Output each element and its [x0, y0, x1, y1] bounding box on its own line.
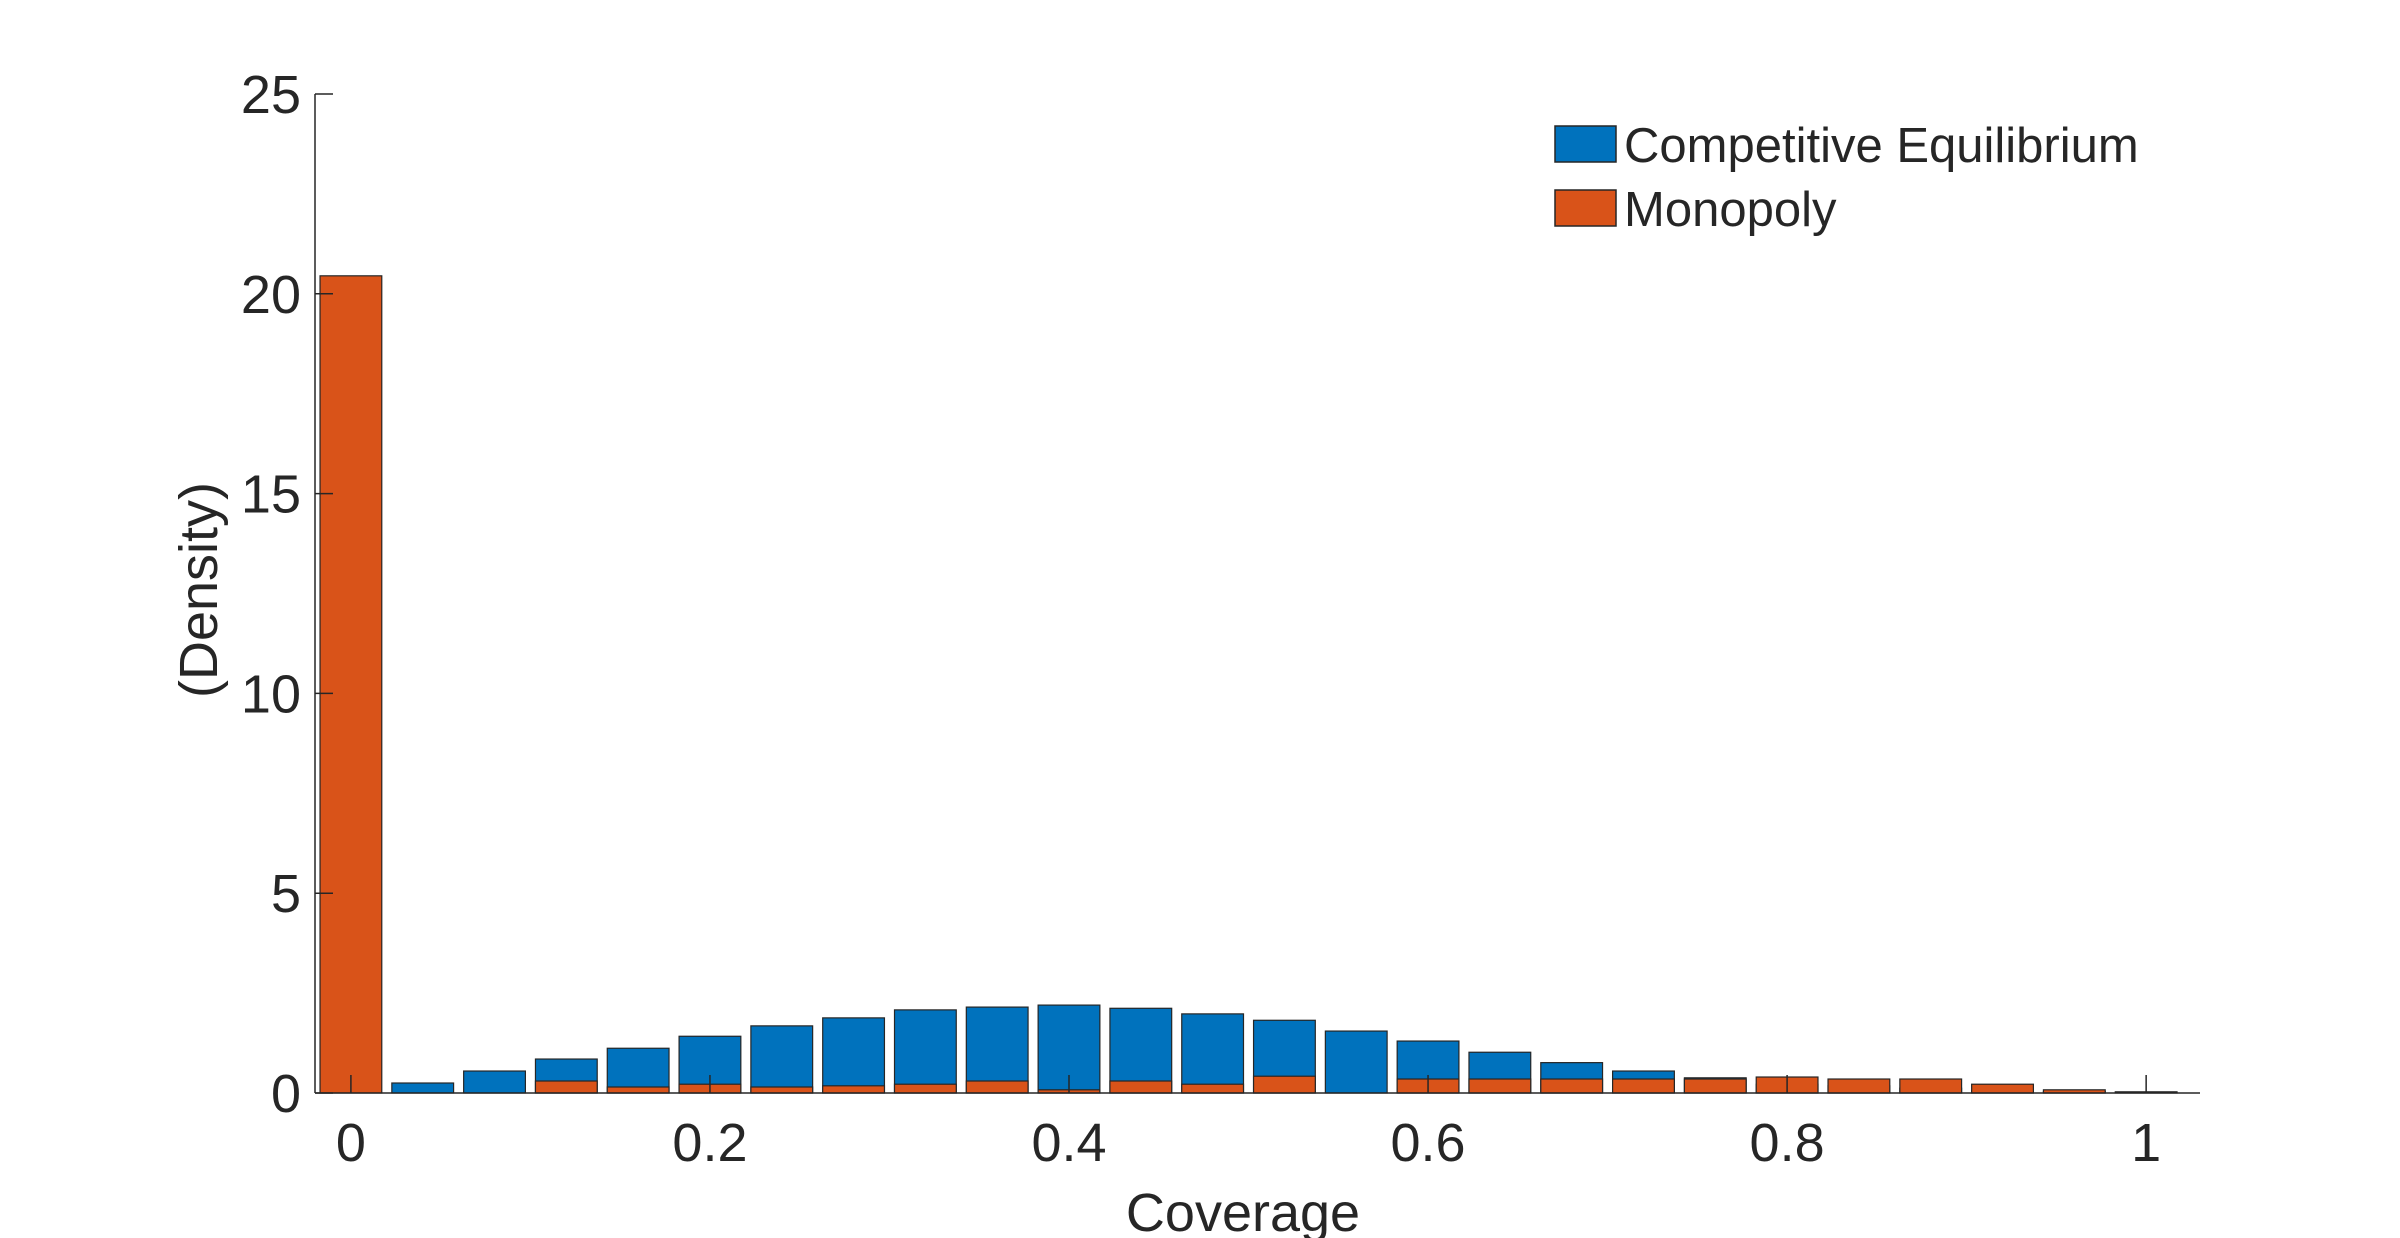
series-monopoly [319, 275, 2106, 1094]
bar-competitive-equilibrium-6 [750, 1025, 814, 1094]
bar-monopoly-4 [606, 1086, 670, 1094]
legend-label-monopoly: Monopoly [1624, 183, 1837, 237]
legend-swatch-competitive-equilibrium [1554, 125, 1617, 163]
y-tick-label: 25 [241, 65, 301, 125]
bar-monopoly-13 [1252, 1075, 1316, 1094]
legend: Competitive Equilibrium Monopoly [1554, 119, 2139, 237]
bar-competitive-equilibrium-7 [822, 1017, 886, 1094]
bar-competitive-equilibrium-11 [1109, 1007, 1173, 1094]
bar-monopoly-7 [822, 1085, 886, 1094]
series-competitive-equilibrium [391, 1004, 2178, 1094]
bar-monopoly-8 [893, 1083, 957, 1094]
bar-monopoly-19 [1683, 1078, 1747, 1094]
y-tick-label: 0 [271, 1064, 301, 1124]
bar-monopoly-11 [1109, 1080, 1173, 1094]
bar-monopoly-9 [965, 1080, 1029, 1094]
bar-competitive-equilibrium-1 [391, 1082, 455, 1094]
bar-monopoly-17 [1540, 1078, 1604, 1094]
x-tick-label: 0.8 [1750, 1113, 1825, 1173]
bar-monopoly-0 [319, 275, 383, 1094]
y-tick-label: 5 [271, 864, 301, 924]
bar-monopoly-23 [1971, 1083, 2035, 1094]
y-tick-label: 20 [241, 265, 301, 325]
bar-competitive-equilibrium-2 [463, 1070, 527, 1094]
x-tick-label: 0.6 [1391, 1113, 1466, 1173]
axes [314, 93, 2200, 1094]
y-tick-label: 10 [241, 664, 301, 724]
legend-label-competitive-equilibrium: Competitive Equilibrium [1624, 119, 2139, 173]
x-tick-label: 0.2 [672, 1113, 747, 1173]
bar-monopoly-6 [750, 1086, 814, 1094]
bar-competitive-equilibrium-9 [965, 1006, 1029, 1094]
bar-monopoly-16 [1468, 1078, 1532, 1094]
bar-competitive-equilibrium-12 [1181, 1013, 1245, 1094]
bar-competitive-equilibrium-14 [1324, 1030, 1388, 1094]
bar-monopoly-18 [1611, 1078, 1675, 1094]
x-axis-label: Coverage [1126, 1183, 1360, 1238]
x-tick-label: 0 [336, 1113, 366, 1173]
bar-monopoly-12 [1181, 1083, 1245, 1094]
bar-competitive-equilibrium-8 [893, 1009, 957, 1094]
bar-competitive-equilibrium-4 [606, 1047, 670, 1094]
y-axis-label: (Density) [169, 482, 229, 698]
tick-labels: 0 5 10 15 20 25 0 0.2 0.4 0.6 0.8 1 [241, 65, 2161, 1173]
bar-monopoly-3 [534, 1080, 598, 1094]
y-tick-label: 15 [241, 465, 301, 525]
bar-monopoly-22 [1899, 1078, 1963, 1094]
bar-monopoly-21 [1827, 1078, 1891, 1094]
legend-swatch-monopoly [1554, 189, 1617, 227]
x-tick-label: 1 [2131, 1113, 2161, 1173]
x-tick-label: 0.4 [1031, 1113, 1106, 1173]
